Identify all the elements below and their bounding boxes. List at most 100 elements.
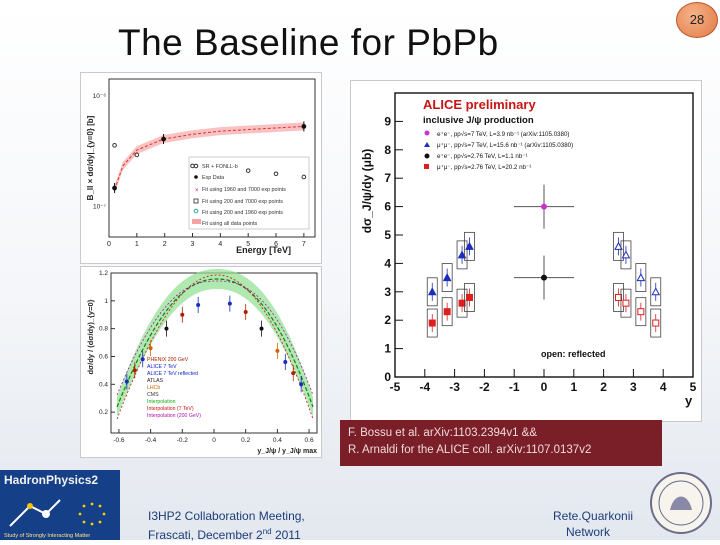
y-tick-label-b: 1 xyxy=(104,298,108,305)
syst-error-box xyxy=(441,263,453,293)
legend-b-3: ATLAS xyxy=(147,378,164,384)
exp-data-point xyxy=(112,185,117,191)
y-tick-label-c: 3 xyxy=(384,285,391,299)
dimuon-7tev-point xyxy=(442,273,452,282)
dimuon-276tev-point xyxy=(622,299,630,307)
syst-error-box xyxy=(613,231,624,261)
y-tick-label-b: 0.2 xyxy=(99,409,108,416)
x-tick-label-c: 5 xyxy=(690,380,697,394)
y-tick-label-b: 0.4 xyxy=(99,381,108,388)
x-tick-label-c: -5 xyxy=(390,380,401,394)
syst-error-box xyxy=(650,308,662,338)
y-tick-label-c: 4 xyxy=(384,256,391,270)
legend-b-8: Interpolation (200 GeV) xyxy=(147,413,201,419)
plot-c-subtitle: inclusive J/ψ production xyxy=(423,115,534,126)
x-tick-label-a: 2 xyxy=(163,241,167,248)
x-tick-label-a: 3 xyxy=(191,241,195,248)
data-point xyxy=(227,301,232,306)
fit-curve xyxy=(114,125,304,190)
plot-b-marks xyxy=(124,295,304,393)
data-point xyxy=(275,348,280,353)
plot-a-xlabel: Energy [TeV] xyxy=(236,245,291,255)
legend-b-0: PHENIX 200 GeV xyxy=(147,357,189,363)
footer-network-info: Rete.Quarkonii Network xyxy=(553,508,634,540)
syst-error-box xyxy=(650,277,662,307)
legend-b-2: ALICE 7 TeV reflected xyxy=(147,371,198,377)
x-tick-label-b: -0.2 xyxy=(177,437,189,444)
legend-marker-c-2 xyxy=(424,153,430,159)
dimuon-7tev-point xyxy=(427,287,437,296)
x-tick-label-b: 0.4 xyxy=(273,437,282,444)
interpolation-200gev-curve xyxy=(116,280,314,396)
footer-date-prefix: Frascati, December 2 xyxy=(148,528,263,542)
interpolation-7tev-curve xyxy=(116,274,314,420)
x-tick-label-a: 7 xyxy=(302,241,306,248)
dimuon-7tev-point xyxy=(621,250,631,259)
sr-fonll-point xyxy=(273,171,279,177)
x-tick-label-c: -4 xyxy=(419,380,430,394)
plot-c-xlabel: y xyxy=(685,393,693,408)
data-point xyxy=(299,382,304,387)
x-tick-label-c: 4 xyxy=(660,380,667,394)
alice-preliminary-plot: ALICE preliminary inclusive J/ψ producti… xyxy=(350,80,702,422)
y-tick-label-c: 5 xyxy=(384,228,391,242)
footer-meeting-info: I3HP2 Collaboration Meeting, Frascati, D… xyxy=(148,508,305,543)
plot-b-ticks: -0.6 -0.4 -0.2 0 0.2 0.4 0.6 0.2 0.4 0.6 0.8 1 1.2 xyxy=(99,270,314,444)
legend-a-2: Fit using 1960 and 7000 exp points xyxy=(202,187,286,193)
dimuon-276tev-point xyxy=(652,319,660,327)
x-tick-label-a: 1 xyxy=(135,241,139,248)
x-tick-label-a: 6 xyxy=(274,241,278,248)
x-tick-label-c: 0 xyxy=(541,380,548,394)
legend-c-0: e⁺e⁻, pp√s=7 TeV, L=3.9 nb⁻¹ (arXiv:1105… xyxy=(437,131,569,138)
logo-title: HadronPhysics2 xyxy=(4,473,98,487)
syst-error-box xyxy=(426,277,438,307)
x-tick-label-b: -0.4 xyxy=(145,437,157,444)
eu-stars-icon xyxy=(78,502,106,526)
x-tick-label-c: -1 xyxy=(509,380,520,394)
sr-fonll-point xyxy=(134,152,140,158)
exp-data-point xyxy=(161,136,166,142)
data-point xyxy=(283,360,288,365)
x-tick-label-b: 0 xyxy=(212,437,216,444)
y-tick-label-a: 10⁻⁷ xyxy=(93,204,107,211)
dielectron-point xyxy=(541,274,547,281)
hadronphysics2-logo: HadronPhysics2 Study of Strongly Interac… xyxy=(0,470,120,540)
plot-b-legend: PHENIX 200 GeV ALICE 7 TeV ALICE 7 TeV r… xyxy=(147,357,201,419)
legend-a-1: Exp Data xyxy=(202,175,224,181)
legend-marker-a-5 xyxy=(192,219,201,224)
legend-a-0: SR + FONLL-b xyxy=(202,164,238,170)
x-tick-label-b: -0.6 xyxy=(113,437,125,444)
footer-date-suffix: nd xyxy=(262,527,272,536)
plot-a-legend: × SR + FONLL-b Exp Data Fit using 1960 a… xyxy=(188,156,310,230)
exp-data-point xyxy=(301,124,307,129)
dimuon-7tev-point xyxy=(457,250,467,259)
x-tick-label-c: -3 xyxy=(449,380,460,394)
x-tick-label-c: 1 xyxy=(570,380,577,394)
plot-a-ylabel: B_ll × dσ/dy|_{y=0} [b] xyxy=(86,115,95,200)
sr-fonll-point xyxy=(301,174,307,180)
x-tick-label-b: 0.6 xyxy=(305,437,314,444)
legend-b-1: ALICE 7 TeV xyxy=(147,364,177,370)
y-tick-label-c: 6 xyxy=(384,200,391,214)
legend-marker-c-0 xyxy=(424,130,430,136)
plot-c-ticks: -5 -4 -3 -2 -1 0 1 2 3 4 5 0 1 2 3 4 5 6 7 8 9 xyxy=(384,114,696,394)
legend-b-5: CMS xyxy=(147,392,159,398)
legend-marker-a-4 xyxy=(193,208,199,214)
footer-right-line-1: Rete.Quarkonii xyxy=(553,509,634,523)
syst-error-box xyxy=(441,297,453,327)
syst-error-box xyxy=(613,283,624,312)
y-tick-label-b: 0.6 xyxy=(99,353,108,360)
energy-dependence-plot: × SR + FONLL-b Exp Data Fit using 1960 a… xyxy=(80,72,322,264)
plot-c-frame xyxy=(394,92,694,378)
x-tick-label-c: 2 xyxy=(600,380,607,394)
data-point xyxy=(148,346,153,351)
x-tick-label-c: 3 xyxy=(630,380,637,394)
sr-fonll-point xyxy=(245,168,251,173)
legend-marker-c-3 xyxy=(424,164,429,169)
dimuon-276tev-point xyxy=(458,299,466,307)
legend-c-2: e⁺e⁻, pp√s=2.76 TeV, L=1.1 nb⁻¹ xyxy=(437,153,528,160)
sr-fonll-point xyxy=(190,163,195,169)
data-point xyxy=(259,326,264,331)
legend-b-7: Interpolation (7 TeV) xyxy=(147,406,194,412)
legend-a-5: Fit using all data points xyxy=(202,221,257,227)
